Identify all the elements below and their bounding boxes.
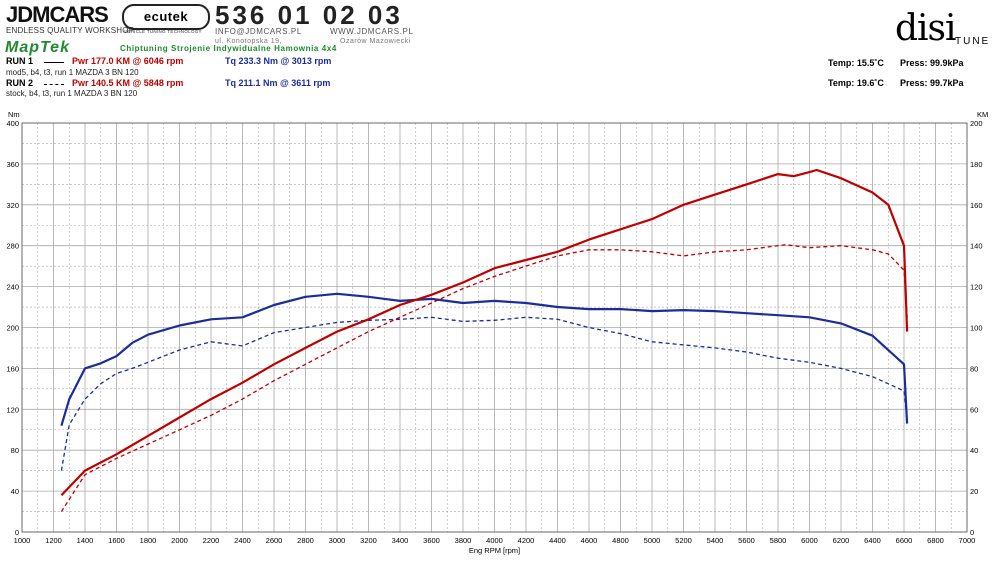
run2-torque: Tq 211.1 Nm @ 3611 rpm <box>225 78 331 88</box>
y-right-tick-label: 160 <box>970 201 983 210</box>
run2-label: RUN 2 <box>6 78 34 88</box>
x-tick-label: 5600 <box>738 536 755 545</box>
torque-run2-line <box>60 316 908 471</box>
x-tick-label: 6000 <box>801 536 818 545</box>
x-tick-label: 4800 <box>612 536 629 545</box>
y-right-tick-label: 140 <box>970 242 983 251</box>
email-address: INFO@JDMCARS.PL <box>215 27 302 36</box>
x-tick-label: 4200 <box>518 536 535 545</box>
y-right-tick-label: 60 <box>970 405 978 414</box>
x-tick-label: 2000 <box>171 536 188 545</box>
run2-temp: Temp: 19.6˚C <box>828 78 884 88</box>
run2-pressure: Press: 99.7kPa <box>900 78 964 88</box>
x-tick-label: 2200 <box>203 536 220 545</box>
jdmcars-logo: JDMCARS <box>6 2 109 27</box>
y-left-tick-label: 320 <box>6 201 19 210</box>
x-tick-label: 1800 <box>140 536 157 545</box>
x-tick-label: 4000 <box>486 536 503 545</box>
y-axis-right-label: KM <box>977 110 988 119</box>
run2-power: Pwr 140.5 KM @ 5848 rpm <box>72 78 184 88</box>
y-left-tick-label: 400 <box>6 119 19 128</box>
x-tick-label: 1400 <box>77 536 94 545</box>
y-right-tick-label: 100 <box>970 324 983 333</box>
y-left-tick-label: 80 <box>11 446 19 455</box>
ecutek-tagline: VEHICLE TUNING TECHNOLOGY <box>124 29 202 34</box>
x-axis-label: Eng RPM [rpm] <box>469 546 520 555</box>
x-tick-label: 2400 <box>234 536 251 545</box>
plot-frame <box>21 122 968 533</box>
x-tick-label: 4600 <box>581 536 598 545</box>
y-right-tick-label: 40 <box>970 446 978 455</box>
run1-label: RUN 1 <box>6 56 34 66</box>
run2-description: stock, b4, t3, run 1 MAZDA 3 BN 120 <box>6 89 138 98</box>
x-tick-label: 1200 <box>45 536 62 545</box>
torque-run1-line <box>60 292 909 427</box>
x-tick-label: 5400 <box>707 536 724 545</box>
x-tick-label: 3600 <box>423 536 440 545</box>
maptek-logo: MapTek <box>5 39 70 56</box>
chart-ticks: 1000 1200 1400 1600 1800 2000 2200 2400 2600 2800… <box>6 119 982 545</box>
run1-temp: Temp: 15.5˚C <box>828 58 884 68</box>
y-left-tick-label: 40 <box>11 487 19 496</box>
y-axis-left-label: Nm <box>8 110 20 119</box>
x-tick-label: 3400 <box>392 536 409 545</box>
y-left-tick-label: 200 <box>6 324 19 333</box>
y-right-tick-label: 180 <box>970 160 983 169</box>
x-tick-label: 1600 <box>108 536 125 545</box>
y-right-tick-label: 0 <box>970 528 974 537</box>
street-address: ul. Konotopska 19, <box>215 38 282 45</box>
maptek-services: Chiptuning Strojenie Indywidualne Hamown… <box>120 44 337 53</box>
chart-series <box>60 168 909 512</box>
x-tick-label: 5000 <box>644 536 661 545</box>
disi-logo: disi <box>895 8 957 49</box>
ecutek-logo: ecutek <box>122 4 210 30</box>
phone-number: 536 01 02 03 <box>215 0 403 30</box>
run1-description: mod5, b4, t3, run 1 MAZDA 3 BN 120 <box>6 68 139 77</box>
x-tick-label: 6600 <box>896 536 913 545</box>
y-left-tick-label: 120 <box>6 405 19 414</box>
y-left-tick-label: 160 <box>6 364 19 373</box>
y-left-tick-label: 240 <box>6 283 19 292</box>
run1-pressure: Press: 99.9kPa <box>900 58 964 68</box>
y-left-tick-label: 360 <box>6 160 19 169</box>
website: WWW.JDMCARS.PL <box>330 27 414 36</box>
y-right-tick-label: 120 <box>970 283 983 292</box>
power-run1-line <box>60 168 909 496</box>
x-tick-label: 3000 <box>329 536 346 545</box>
x-tick-label: 5200 <box>675 536 692 545</box>
x-tick-label: 3800 <box>455 536 472 545</box>
run1-power: Pwr 177.0 KM @ 6046 rpm <box>72 56 184 66</box>
chart-grid <box>21 122 968 533</box>
city: Ożarów Mazowiecki <box>340 38 411 45</box>
y-right-tick-label: 80 <box>970 364 978 373</box>
x-tick-label: 6200 <box>833 536 850 545</box>
x-tick-label: 1000 <box>14 536 31 545</box>
x-tick-label: 3200 <box>360 536 377 545</box>
power-run2-line <box>60 244 908 512</box>
disi-tune-label: TUNE <box>955 36 991 47</box>
y-right-tick-label: 20 <box>970 487 978 496</box>
x-tick-label: 2800 <box>297 536 314 545</box>
x-tick-label: 7000 <box>959 536 976 545</box>
x-tick-label: 5800 <box>770 536 787 545</box>
run1-legend-line <box>44 62 64 63</box>
chart-header: JDMCARS ENDLESS QUALITY WORKSHOP ecutek … <box>0 0 1000 100</box>
y-right-tick-label: 200 <box>970 119 983 128</box>
y-left-tick-label: 0 <box>15 528 19 537</box>
run1-torque: Tq 233.3 Nm @ 3013 rpm <box>225 56 332 66</box>
run2-legend-line <box>44 84 64 85</box>
jdmcars-tagline: ENDLESS QUALITY WORKSHOP <box>6 26 135 35</box>
y-left-tick-label: 280 <box>6 242 19 251</box>
x-tick-label: 2600 <box>266 536 283 545</box>
x-tick-label: 6800 <box>927 536 944 545</box>
x-tick-label: 4400 <box>549 536 566 545</box>
x-tick-label: 6400 <box>864 536 881 545</box>
